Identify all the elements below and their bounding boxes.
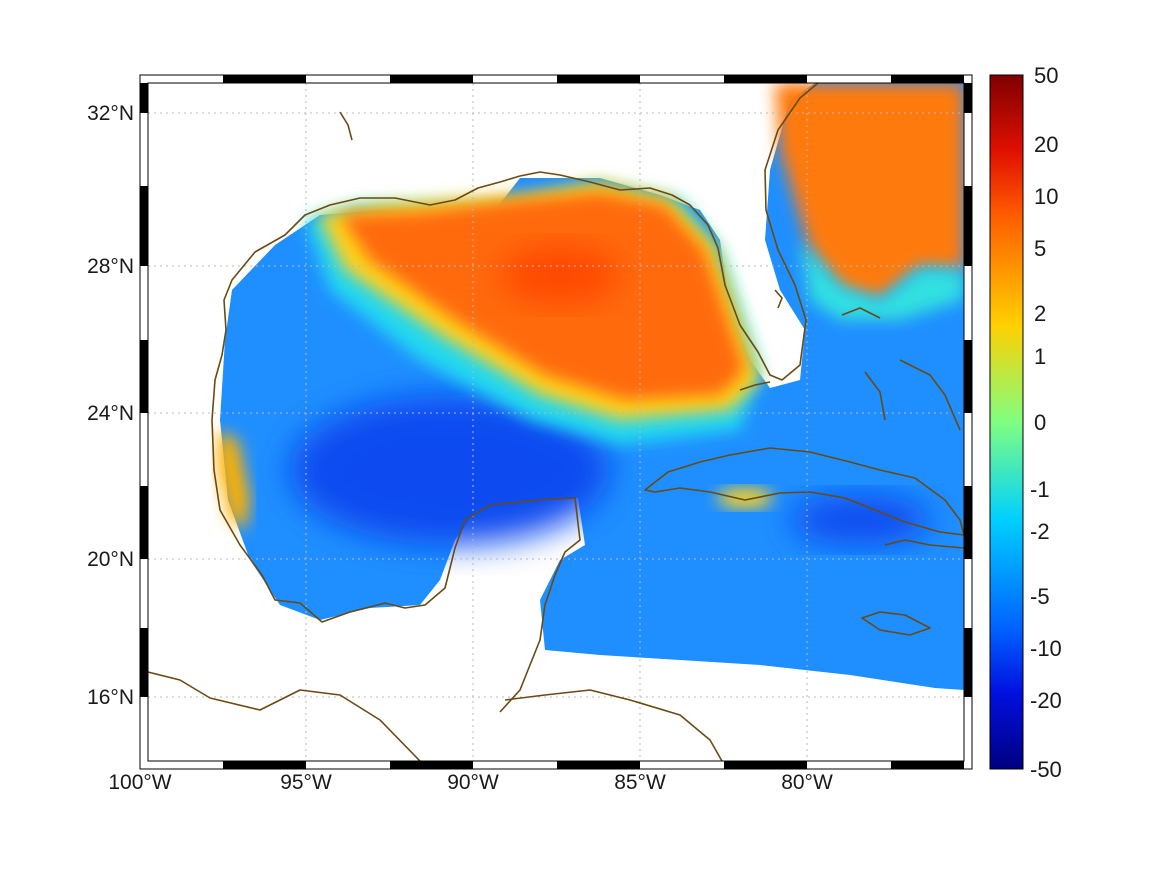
colorbar-tick-neg20: -20 (1030, 688, 1062, 713)
colorbar-tick-neg10: -10 (1030, 636, 1062, 661)
coastline-cuba (644, 447, 964, 536)
colorbar-tick-20: 20 (1034, 132, 1058, 157)
colorbar-tick-50: 50 (1034, 63, 1058, 88)
frame-segments-bottom (223, 761, 964, 769)
lat-label-28n: 28°N (87, 255, 134, 278)
coastline-inland-lake (339, 111, 353, 141)
colorbar-tick-neg50: -50 (1030, 757, 1062, 782)
low-core-caribbean (790, 495, 930, 545)
colorbar-tick-2: 2 (1034, 301, 1046, 326)
map-frame (139, 74, 973, 770)
coastline-honduras (504, 689, 723, 761)
lon-label-80w: 80°W (781, 771, 833, 794)
colorbar-tick-1: 1 (1034, 344, 1046, 369)
coastline-lake-okeechobee (774, 289, 783, 309)
frame-segments-right (964, 83, 972, 697)
graticule (148, 83, 964, 761)
low-core-gulf (290, 395, 610, 545)
longitude-labels: 100°W 95°W 90°W 85°W 80°W (108, 771, 833, 794)
colorbar-tick-5: 5 (1034, 236, 1046, 261)
lon-label-85w: 85°W (614, 771, 666, 794)
data-field (218, 83, 964, 690)
lon-label-95w: 95°W (280, 771, 332, 794)
colorbar-gradient (989, 74, 1024, 770)
coastline-jamaica (861, 611, 931, 636)
colorbar-tick-neg1: -1 (1030, 477, 1050, 502)
colorbar-tick-neg5: -5 (1030, 584, 1050, 609)
colorbar-tick-neg2: -2 (1030, 519, 1050, 544)
latitude-labels: 32°N 28°N 24°N 20°N 16°N (87, 102, 134, 709)
lat-label-32n: 32°N (87, 102, 134, 125)
colorbar-tick-10: 10 (1034, 184, 1058, 209)
coastline-florida-keys (739, 381, 771, 391)
warm-spot-cuba (717, 488, 773, 508)
lat-label-16n: 16°N (87, 686, 134, 709)
cyan-atlantic-edge (800, 240, 964, 320)
coastline-bahamas (841, 307, 961, 431)
coastline-hispaniola (884, 539, 964, 549)
coastlines (148, 83, 964, 761)
lat-label-24n: 24°N (87, 402, 134, 425)
frame-segments-top (223, 75, 964, 83)
coastline-central-america (148, 671, 421, 761)
colorbar-tick-0: 0 (1034, 410, 1046, 435)
lon-label-90w: 90°W (447, 771, 499, 794)
warm-strip-west (218, 430, 250, 530)
colorbar: 50 20 10 5 2 1 0 -1 -2 -5 -10 -20 -50 (989, 63, 1062, 782)
warm-region-atlantic (775, 83, 964, 300)
lon-label-100w: 100°W (108, 771, 171, 794)
lat-label-20n: 20°N (87, 548, 134, 571)
frame-segments-left (140, 83, 148, 697)
coastline-gulf-north (223, 83, 819, 381)
coastline-mexico-west (211, 299, 581, 713)
hot-core-gulf (500, 245, 620, 305)
